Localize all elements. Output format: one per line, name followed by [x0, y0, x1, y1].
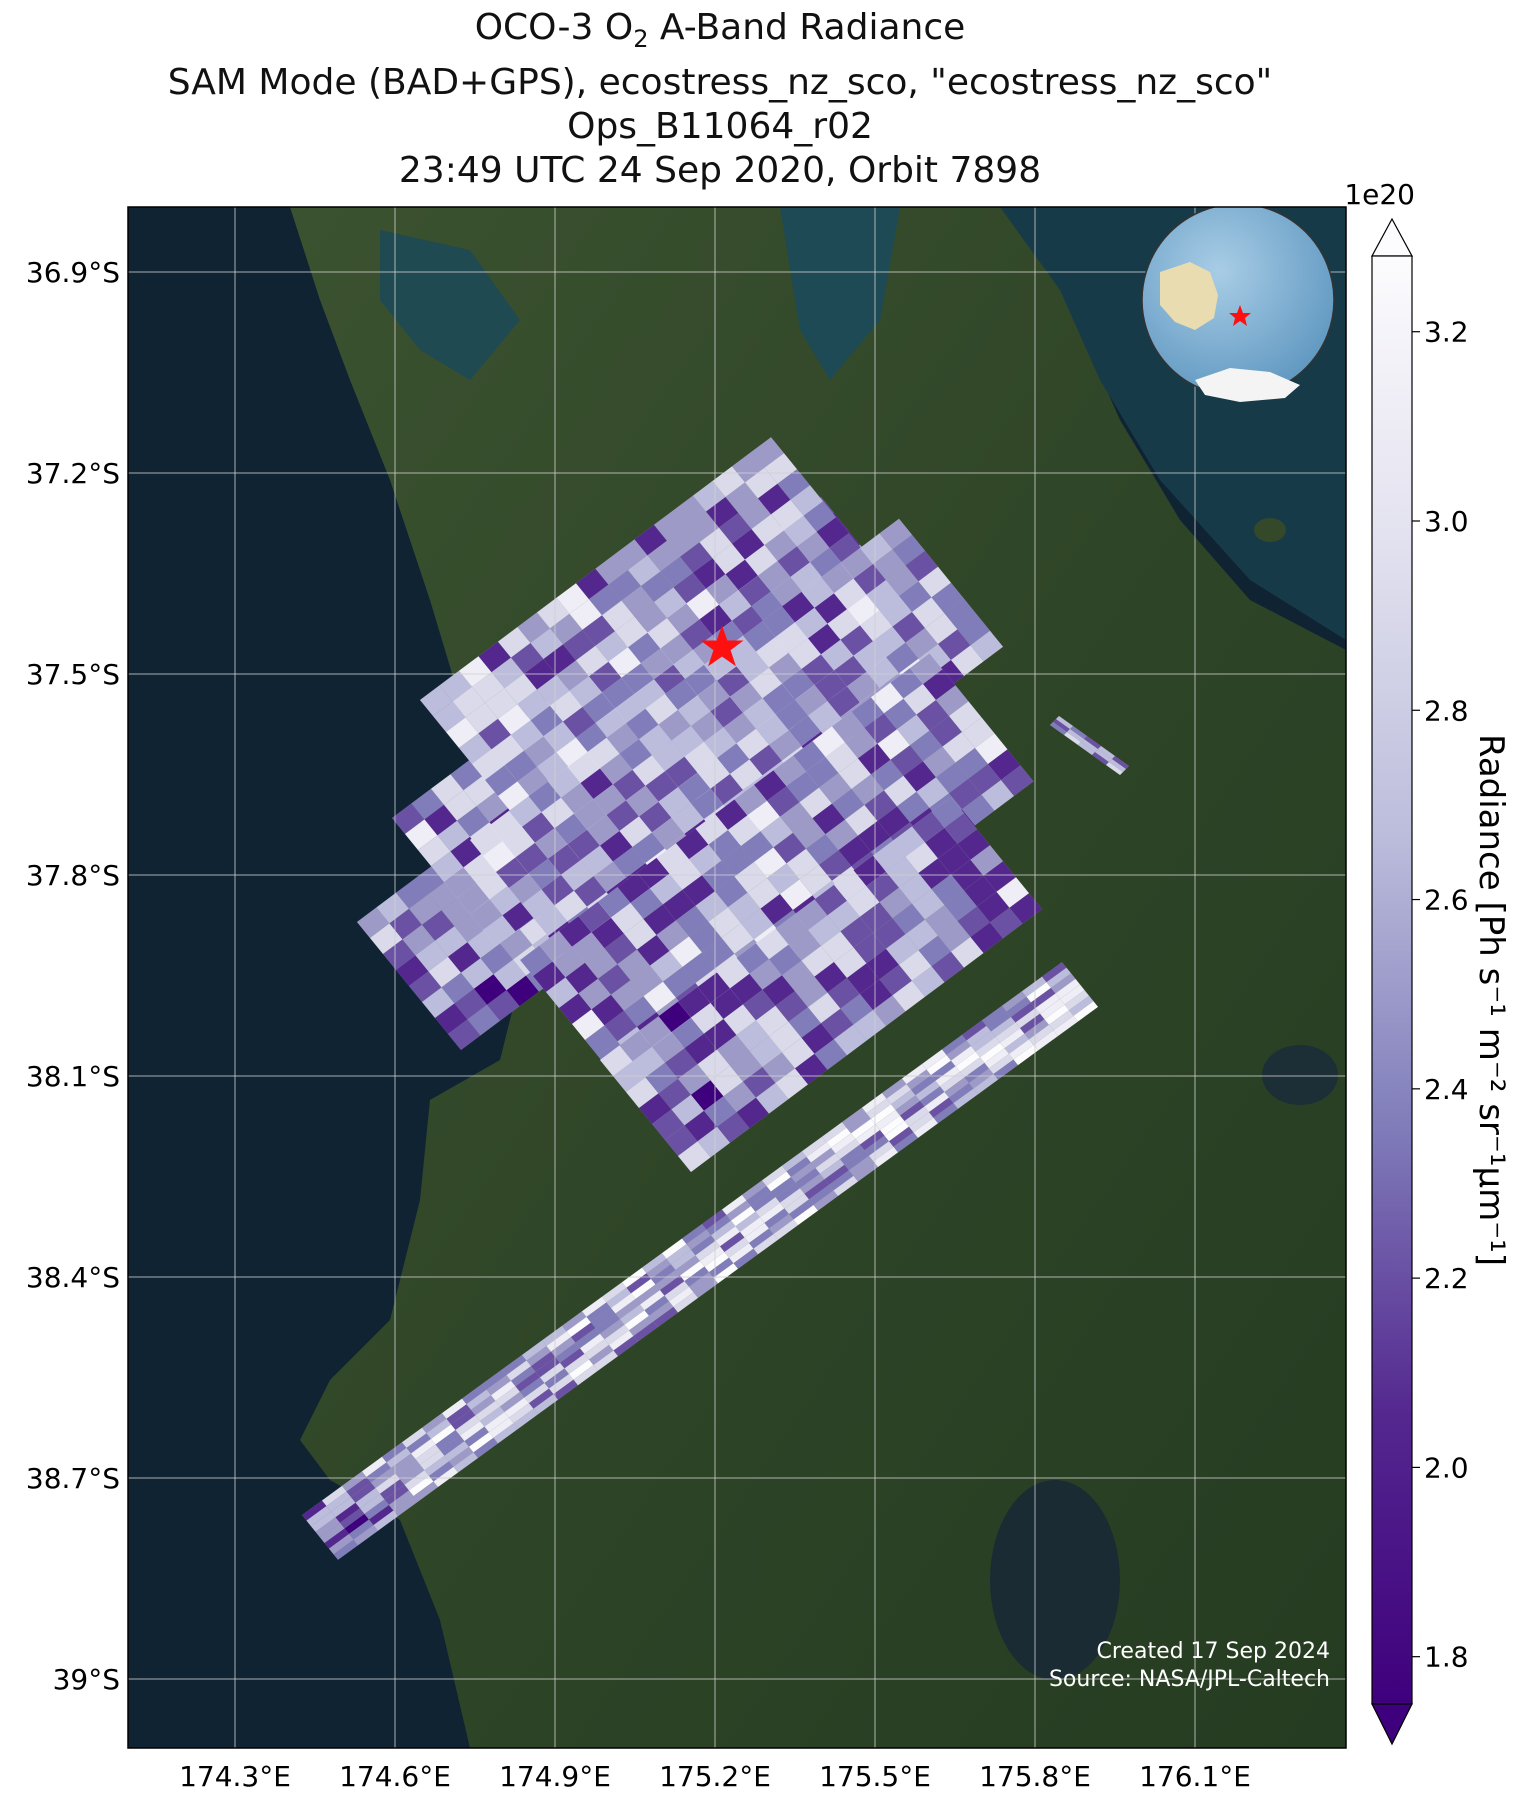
colorbar-ticks: 3.2 3.0 2.8 2.6 2.4 2.2 2.0 1.8: [1412, 316, 1469, 1674]
swath-pixel: [1000, 765, 1034, 797]
firth-of-thames: [780, 207, 900, 380]
colorbar-tick-label: 2.2: [1424, 1262, 1469, 1295]
globe-target-star-icon: [1229, 305, 1251, 326]
colorbar-extend-bottom: [1371, 1703, 1413, 1746]
lat-tick-label: 37.8°S: [26, 859, 120, 892]
figure-title: OCO-3 O2 A-Band Radiance SAM Mode (BAD+G…: [0, 6, 1440, 193]
lake-taupo: [990, 1480, 1120, 1680]
swath-pixel: [970, 630, 1004, 662]
lat-tick-label: 38.4°S: [26, 1261, 120, 1294]
colorbar-tick-label: 2.0: [1424, 1451, 1469, 1484]
colorbar-tick-label: 2.4: [1424, 1073, 1469, 1106]
colorbar-tick-label: 2.8: [1424, 694, 1469, 727]
colorbar-tick-label: 3.0: [1424, 505, 1469, 538]
lat-tick-label: 38.1°S: [26, 1060, 120, 1093]
radiance-swath-small: [1049, 715, 1130, 776]
colorbar-label: Radiance [Ph s⁻¹ m⁻² sr⁻¹μm⁻¹]: [1471, 734, 1511, 1266]
title-line-3: Ops_B11064_r02: [567, 106, 873, 148]
lat-tick-label: 39°S: [53, 1663, 120, 1696]
colorbar-multiplier: 1e20: [1344, 178, 1415, 211]
australia-shape: [1160, 262, 1218, 330]
colorbar-body: [1371, 255, 1413, 1705]
lat-tick-label: 37.2°S: [26, 457, 120, 490]
lat-tick-label: 37.5°S: [26, 658, 120, 691]
colorbar-tick-label: 1.8: [1424, 1641, 1469, 1674]
swath-pixel: [1009, 893, 1043, 924]
target-star-icon: [700, 625, 744, 667]
colorbar: 1e20 3.2 3.0 2.8 2.6 2.4 2.2 2.0 1.8 Radiance […: [1344, 178, 1511, 1746]
island: [1254, 518, 1286, 542]
longitude-tick-labels: 174.3°E 174.6°E 174.9°E 175.2°E 175.5°E 175.8…: [179, 1760, 1251, 1793]
antarctica-shape: [1195, 368, 1300, 402]
colorbar-tick-label: 3.2: [1424, 316, 1469, 349]
lon-tick-label: 174.6°E: [339, 1760, 451, 1793]
title-line-2: SAM Mode (BAD+GPS), ecostress_nz_sco, "e…: [167, 62, 1273, 104]
lon-tick-label: 174.9°E: [499, 1760, 611, 1793]
lat-tick-label: 38.7°S: [26, 1462, 120, 1495]
harbour-inlet: [380, 230, 520, 380]
title-line-4: 23:49 UTC 24 Sep 2020, Orbit 7898: [398, 150, 1042, 192]
radiance-swath-main: [356, 437, 1043, 1173]
lat-tick-label: 36.9°S: [26, 256, 120, 289]
lon-tick-label: 175.5°E: [819, 1760, 931, 1793]
map-gridlines: [128, 207, 1346, 1748]
globe-locator-inset: [1141, 207, 1335, 402]
colorbar-tick-label: 2.6: [1424, 884, 1469, 917]
credit-source: Source: NASA/JPL-Caltech: [1049, 1667, 1330, 1692]
title-line-1: OCO-3 O2 A-Band Radiance: [474, 7, 966, 54]
credit-created: Created 17 Sep 2024: [1097, 1639, 1331, 1664]
map-frame: [127, 206, 1347, 1749]
lon-tick-label: 175.2°E: [659, 1760, 771, 1793]
colorbar-extend-top: [1370, 217, 1414, 257]
lon-tick-label: 174.3°E: [179, 1760, 291, 1793]
swath-pixel: [1111, 755, 1130, 770]
lon-tick-label: 175.8°E: [979, 1760, 1091, 1793]
lon-tick-label: 176.1°E: [1139, 1760, 1251, 1793]
swath-pixel: [1073, 1001, 1099, 1022]
radiance-swath-strip: [301, 961, 1099, 1560]
lake-rotorua: [1262, 1045, 1338, 1105]
latitude-tick-labels: 36.9°S 37.2°S 37.5°S 37.8°S 38.1°S 38.4°S 38.7…: [26, 256, 120, 1696]
